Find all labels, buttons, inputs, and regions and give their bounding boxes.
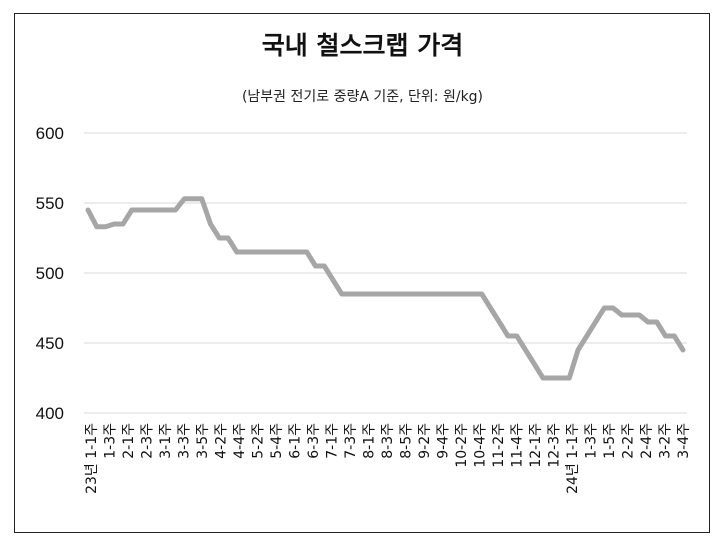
y-tick-label: 550 <box>36 194 64 213</box>
series-line <box>85 196 686 381</box>
y-tick-label: 600 <box>36 124 64 143</box>
x-tick-label: 9-2주 <box>417 423 433 459</box>
x-tick-label: 11-4주 <box>510 423 526 468</box>
x-tick-label: 1-3주 <box>584 423 600 459</box>
x-tick-label: 2-3주 <box>140 423 156 459</box>
x-tick-label: 3-5주 <box>195 423 211 459</box>
x-tick-label: 3-2주 <box>658 423 674 459</box>
x-tick-label: 6-3주 <box>306 423 322 459</box>
x-tick-label: 6-1주 <box>288 423 304 459</box>
x-tick-label: 8-5주 <box>399 423 415 459</box>
x-tick-label: 8-1주 <box>362 423 378 459</box>
x-tick-label: 24년 1-1주 <box>565 423 581 494</box>
x-tick-label: 3-4주 <box>676 423 692 459</box>
x-tick-label: 1-3주 <box>103 423 119 459</box>
x-tick-label: 12-1주 <box>528 423 544 468</box>
x-tick-label: 9-4주 <box>436 423 452 459</box>
y-tick-label: 400 <box>36 404 64 423</box>
x-tick-label: 3-1주 <box>158 423 174 459</box>
x-tick-label: 10-4주 <box>473 423 489 468</box>
chart-title: 국내 철스크랩 가격 <box>261 31 464 60</box>
x-tick-label: 2-2주 <box>621 423 637 459</box>
x-tick-label: 10-2주 <box>454 423 470 468</box>
y-tick-label: 500 <box>36 264 64 283</box>
x-tick-label: 3-3주 <box>177 423 193 459</box>
x-tick-label: 7-3주 <box>343 423 359 459</box>
x-tick-label: 4-2주 <box>214 423 230 459</box>
x-tick-label: 7-1주 <box>325 423 341 459</box>
x-tick-label: 5-2주 <box>251 423 267 459</box>
x-tick-label: 2-1주 <box>121 423 137 459</box>
x-tick-label: 8-3주 <box>380 423 396 459</box>
x-tick-label: 5-4주 <box>269 423 285 459</box>
x-tick-label: 12-3주 <box>547 423 563 468</box>
x-tick-label: 4-4주 <box>232 423 248 459</box>
x-tick-label: 23년 1-1주 <box>84 423 100 494</box>
x-tick-label: 1-5주 <box>602 423 618 459</box>
x-tick-label: 11-2주 <box>491 423 507 468</box>
x-tick-label: 2-4주 <box>639 423 655 459</box>
chart-subtitle: (남부권 전기로 중량A 기준, 단위: 원/kg) <box>241 89 484 105</box>
y-tick-label: 450 <box>36 334 64 353</box>
